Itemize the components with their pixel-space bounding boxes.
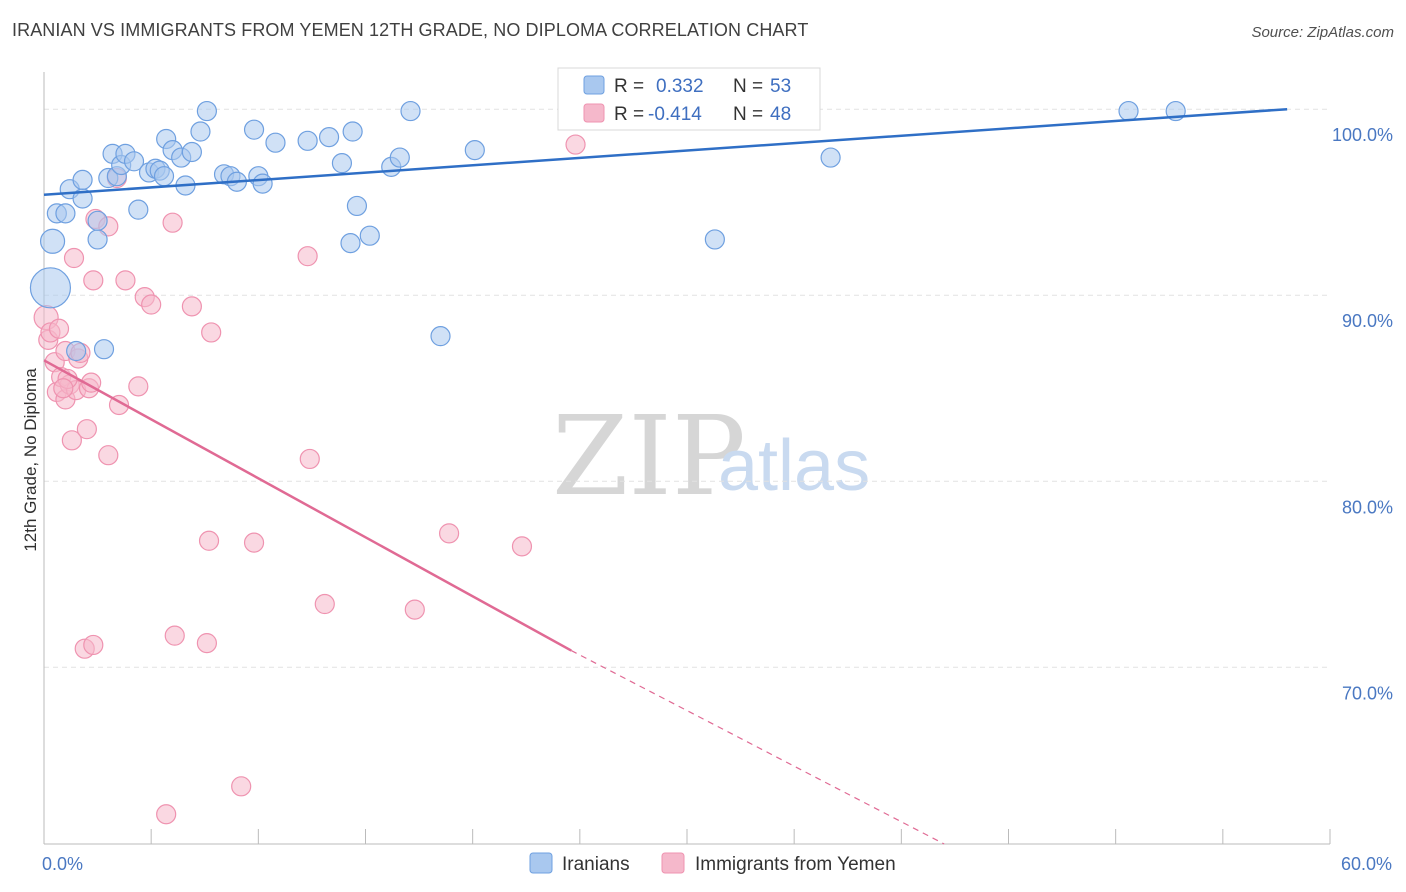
iranians-point xyxy=(181,141,202,163)
legend-bottom-yemen-label: Immigrants from Yemen xyxy=(695,854,896,875)
iranians-point xyxy=(820,147,841,168)
iranians-point xyxy=(265,132,286,153)
yemen-point xyxy=(141,294,162,315)
yemen-point xyxy=(299,448,320,470)
iranians-point xyxy=(389,147,410,168)
legend-top: R = 0.332 N = 53 R = -0.414 N = 48 xyxy=(557,67,821,131)
y-axis-label: 12th Grade, No Diploma xyxy=(21,368,40,552)
grid-lines xyxy=(44,108,1330,668)
iranians-point xyxy=(72,169,93,190)
iranians-point xyxy=(297,130,318,151)
legend-yemen-r-value: -0.414 xyxy=(648,104,702,125)
iranians-point xyxy=(252,173,273,194)
yemen-point xyxy=(98,445,119,466)
yemen-point xyxy=(511,536,533,557)
iranians-point xyxy=(430,326,451,347)
yemen-point xyxy=(53,378,74,399)
y-tick-label: 90.0% xyxy=(1342,311,1393,331)
iranians-point xyxy=(400,100,421,122)
x-axis-ticks xyxy=(150,829,1331,844)
series-yemen-points xyxy=(33,134,586,825)
legend-iranians-r-value: 0.332 xyxy=(656,76,704,97)
yemen-point xyxy=(115,270,136,291)
iranians-point xyxy=(39,228,66,254)
x-tick-label-max: 60.0% xyxy=(1341,854,1392,874)
iranians-point xyxy=(87,229,108,250)
iranians-point xyxy=(1118,100,1139,122)
yemen-point xyxy=(63,247,85,269)
yemen-point xyxy=(438,523,460,544)
iranians-point xyxy=(359,225,380,246)
iranians-point xyxy=(190,121,211,142)
yemen-point xyxy=(83,270,104,291)
yemen-point xyxy=(81,372,102,393)
yemen-point xyxy=(565,134,586,155)
legend-yemen-n-value: 48 xyxy=(770,104,791,125)
legend-iranians-swatch xyxy=(583,75,605,95)
watermark-atlas: atlas xyxy=(718,426,870,506)
yemen-point xyxy=(181,296,202,317)
iranians-point xyxy=(128,199,149,220)
yemen-point xyxy=(162,212,183,233)
yemen-point xyxy=(83,634,104,656)
yemen-point xyxy=(231,776,252,797)
iranians-point xyxy=(243,119,265,140)
y-tick-label: 100.0% xyxy=(1332,125,1393,145)
legend-bottom-iranians-label: Iranians xyxy=(562,854,630,875)
legend-bottom: Iranians Immigrants from Yemen xyxy=(529,852,896,875)
watermark-zip: ZIP xyxy=(552,392,746,520)
yemen-point xyxy=(243,532,265,553)
iranians-point xyxy=(87,210,108,231)
iranians-point xyxy=(29,267,72,309)
legend-bottom-yemen-swatch xyxy=(661,852,685,874)
iranians-point xyxy=(318,127,340,148)
trend-lines xyxy=(43,107,1288,845)
iranians-point xyxy=(196,100,217,122)
iranians-point xyxy=(55,203,76,224)
legend-iranians-n-label: N = xyxy=(733,76,763,97)
iranians-point xyxy=(704,229,725,250)
legend-yemen-swatch xyxy=(583,103,605,123)
yemen-point xyxy=(48,318,70,339)
watermark: ZIP atlas xyxy=(552,392,870,520)
iranians-trend-line xyxy=(43,107,1288,197)
yemen-point xyxy=(198,530,220,551)
legend-iranians-n-value: 53 xyxy=(770,76,791,97)
yemen-point xyxy=(297,246,318,267)
yemen-trend-extension xyxy=(570,650,945,845)
legend-bottom-iranians-swatch xyxy=(529,852,553,874)
iranians-point xyxy=(123,151,145,172)
legend-yemen-r-label: R = xyxy=(614,104,644,125)
y-tick-label: 70.0% xyxy=(1342,683,1393,703)
series-iranians-points xyxy=(29,99,1186,362)
y-axis-tick-labels: 70.0% 80.0% 90.0% 100.0% xyxy=(1332,125,1393,703)
legend-iranians-r-label: R = xyxy=(614,76,644,97)
iranians-point xyxy=(346,195,368,217)
yemen-point xyxy=(164,625,185,646)
iranians-point xyxy=(93,339,115,360)
yemen-point xyxy=(156,804,177,825)
iranians-point xyxy=(342,121,363,142)
iranians-point xyxy=(464,140,485,161)
yemen-point xyxy=(128,376,149,397)
yemen-point xyxy=(404,599,425,620)
y-tick-label: 80.0% xyxy=(1342,497,1393,517)
yemen-point xyxy=(76,419,97,440)
iranians-point xyxy=(331,153,353,174)
chart-title: IRANIAN VS IMMIGRANTS FROM YEMEN 12TH GR… xyxy=(12,20,809,40)
yemen-point xyxy=(61,430,82,451)
yemen-point xyxy=(201,322,222,343)
iranians-point xyxy=(66,340,87,362)
yemen-trend-line xyxy=(43,359,572,652)
source-credit: Source: ZipAtlas.com xyxy=(1251,24,1394,41)
yemen-point xyxy=(314,593,335,615)
iranians-point xyxy=(153,166,175,187)
legend-yemen-n-label: N = xyxy=(733,104,763,125)
x-tick-label-min: 0.0% xyxy=(42,854,83,874)
yemen-point xyxy=(196,632,217,654)
iranians-point xyxy=(340,233,361,254)
